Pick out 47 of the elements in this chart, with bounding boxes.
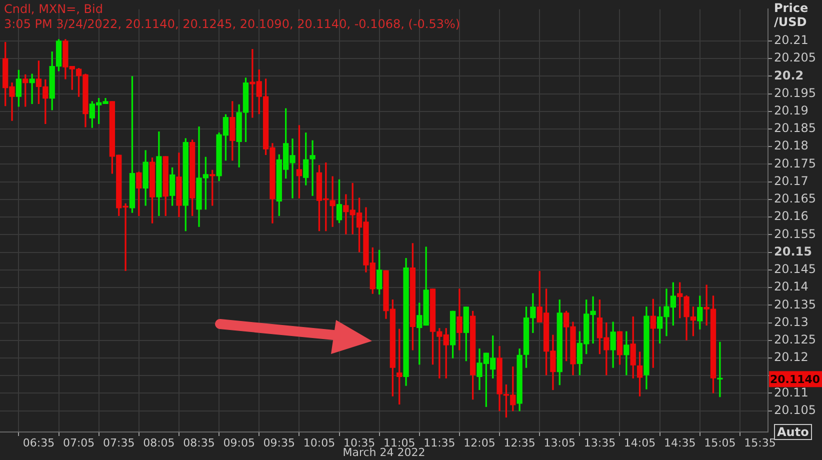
x-tick-label: 12:05 bbox=[464, 436, 496, 450]
y-tick-label: 20.155 bbox=[774, 226, 816, 241]
y-tick-label: 20.195 bbox=[774, 86, 816, 100]
y-tick-label: 20.135 bbox=[774, 297, 816, 312]
x-tick-label: 08:05 bbox=[143, 436, 175, 450]
x-tick-label: 12:35 bbox=[504, 436, 536, 450]
y-tick-label: 20.16 bbox=[774, 209, 808, 224]
y-tick-label: 20.105 bbox=[774, 402, 816, 417]
x-tick-label: 08:35 bbox=[183, 436, 215, 450]
candlestick bbox=[624, 331, 630, 376]
x-tick-label: 11:35 bbox=[424, 436, 456, 450]
x-tick-label: 09:35 bbox=[263, 436, 296, 450]
x-tick-label: 15:05 bbox=[704, 436, 736, 450]
text: Auto bbox=[774, 424, 812, 440]
x-tick-label: 15:35 bbox=[744, 436, 776, 450]
y-tick-label: 20.125 bbox=[774, 332, 816, 347]
x-tick-label: 09:05 bbox=[223, 436, 255, 450]
y-axis-title: Price /USD bbox=[774, 1, 810, 29]
x-tick-label: 06:35 bbox=[22, 436, 55, 450]
x-tick-label: 14:05 bbox=[624, 436, 656, 450]
y-tick-label: 20.14 bbox=[774, 280, 808, 294]
x-tick-label: 13:05 bbox=[544, 436, 576, 450]
y-tick-label: 20.13 bbox=[774, 314, 808, 329]
candlestick bbox=[330, 176, 336, 227]
chart-title: Cndl, MXN=, Bid bbox=[4, 2, 103, 16]
candlestick bbox=[29, 74, 35, 104]
y-tick-label: 20.2 bbox=[774, 68, 804, 82]
y-tick-label: 20.205 bbox=[774, 50, 816, 65]
y-tick-label: 20.12 bbox=[774, 350, 808, 364]
text: 3:05 PM 3/24/2022, 20.1140, 20.1245, 20.1090, 20.1140, -0.1068, (-0.53%) bbox=[4, 17, 460, 31]
x-tick-label: 07:05 bbox=[62, 436, 95, 450]
text: 20.1140 bbox=[770, 373, 820, 386]
y-tick-label: 20.17 bbox=[774, 174, 808, 188]
y-tick-label: 20.185 bbox=[774, 121, 816, 136]
y-tick-label: 20.145 bbox=[774, 262, 816, 276]
y-tick-label: 20.19 bbox=[774, 104, 808, 118]
y-tick-label: 20.21 bbox=[774, 33, 808, 48]
x-tick-label: 13:35 bbox=[584, 436, 616, 450]
y-tick-label: 20.175 bbox=[774, 156, 816, 170]
x-tick-label: 10:05 bbox=[303, 436, 336, 450]
y-tick-label: 20.11 bbox=[774, 385, 808, 400]
x-tick-label: 14:35 bbox=[664, 436, 696, 450]
candlestick bbox=[310, 140, 316, 196]
y-tick-label: 20.18 bbox=[774, 138, 808, 153]
x-tick-label: 07:35 bbox=[103, 436, 135, 450]
y-tick-label: 20.15 bbox=[774, 244, 812, 258]
y-tick-label: 20.165 bbox=[774, 192, 816, 206]
